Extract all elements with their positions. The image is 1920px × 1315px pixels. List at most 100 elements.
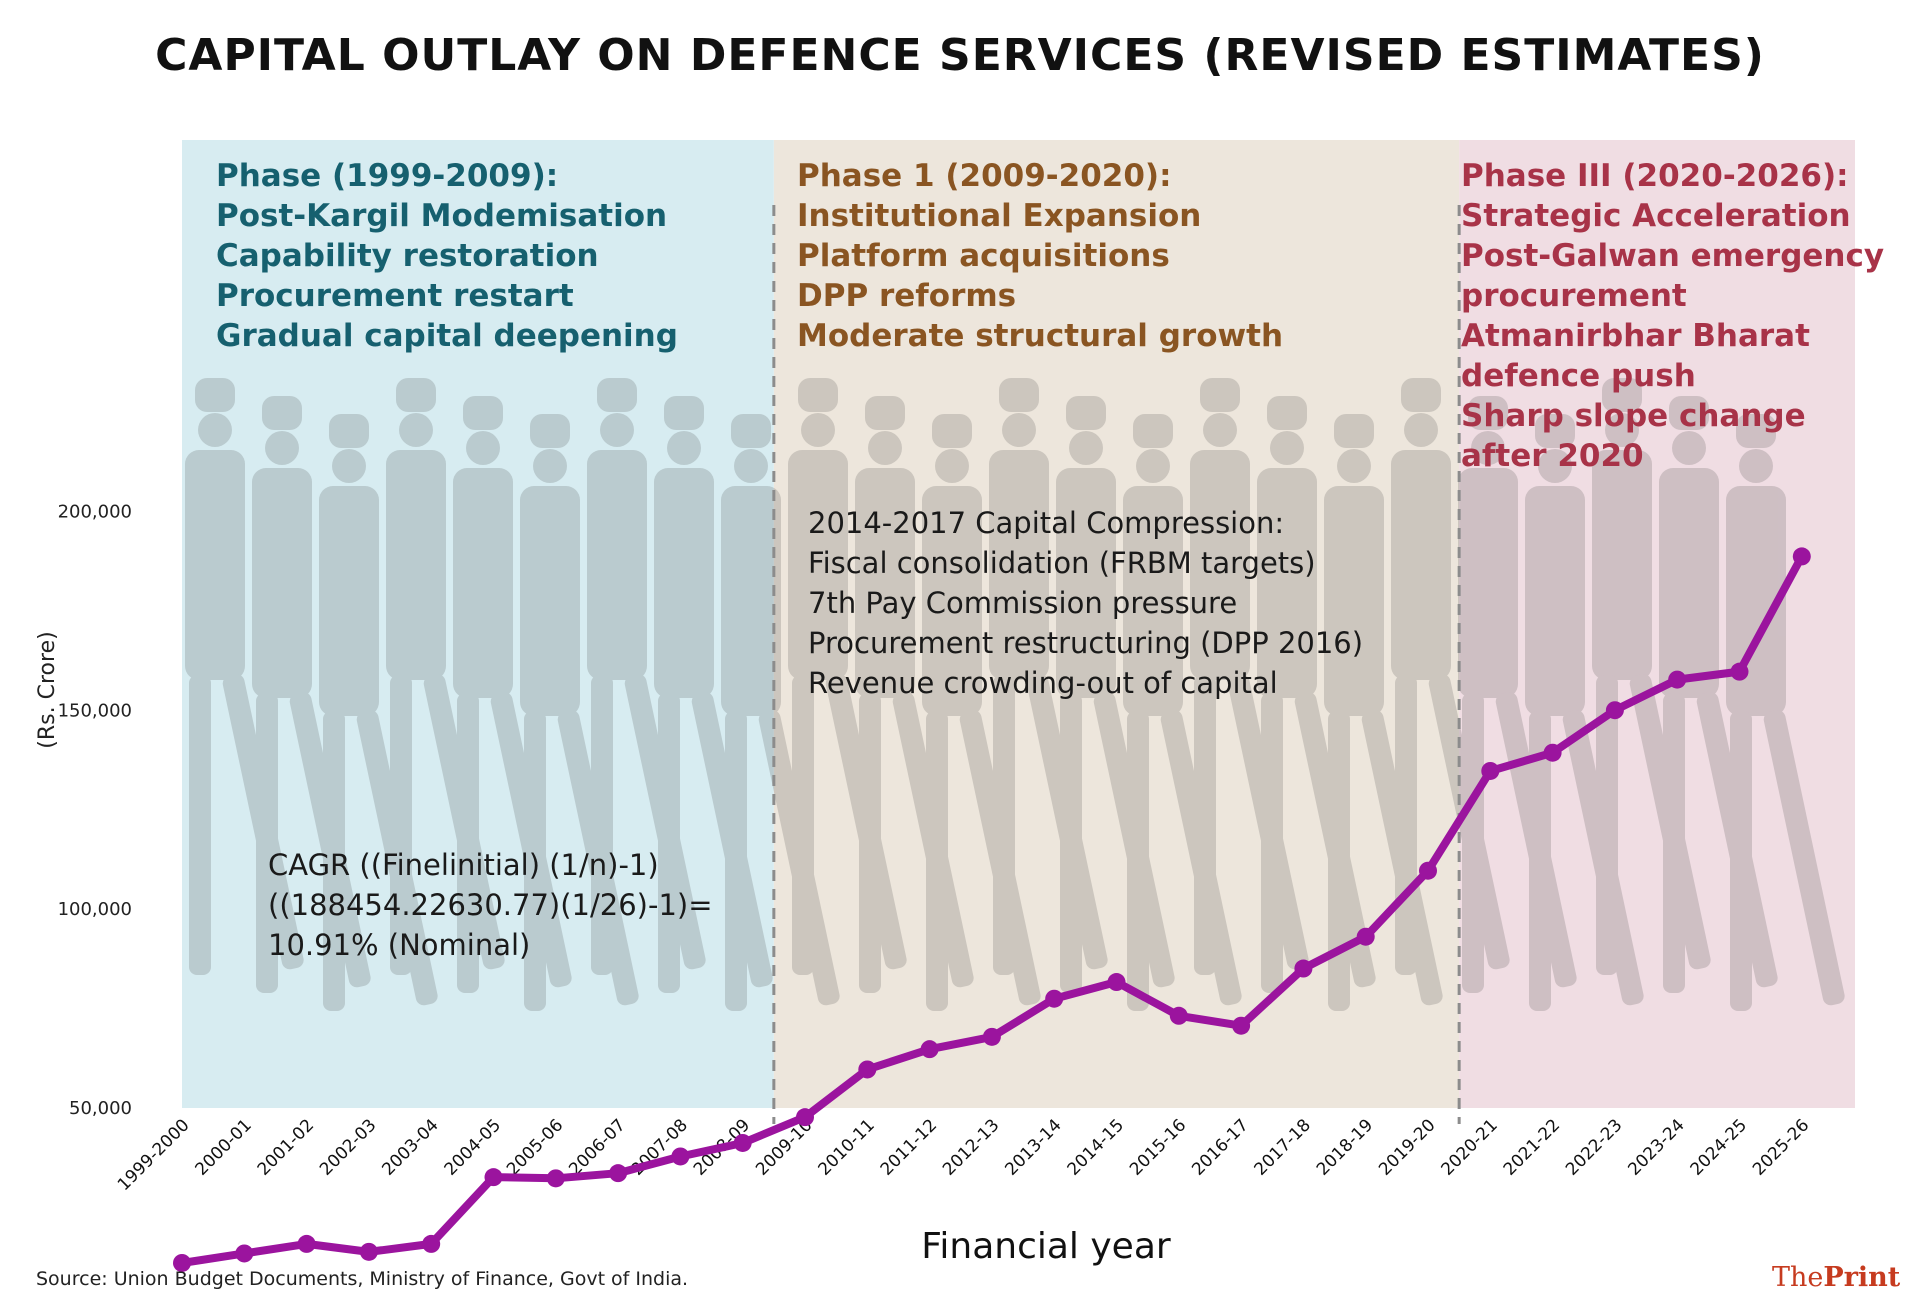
soldier-turban [999,378,1039,412]
data-point [982,1027,1001,1046]
soldier-leg [1361,710,1443,1006]
phase-line: Post-Kargil Modemisation [216,198,668,234]
soldier-torso [1190,450,1250,680]
data-point [733,1133,752,1152]
phase-1-notes: Phase (1999-2009): Post-Kargil Modemisat… [216,156,678,356]
phase-line: defence push [1461,358,1696,394]
soldier-head [265,431,299,465]
x-tick-label: 2013-14 [1001,1115,1065,1179]
x-tick-label: 2020-21 [1437,1115,1501,1179]
data-point [1169,1006,1188,1025]
soldier-turban [1200,378,1240,412]
soldier-leg [1026,674,1108,970]
soldier-turban [1468,396,1508,430]
phase-line: Platform acquisitions [797,238,1170,274]
soldier-silhouette [386,378,505,975]
x-tick-label: 2024-25 [1687,1115,1751,1179]
y-tick-label: 50,000 [69,1098,132,1119]
x-tick-label: 1999-2000 [114,1115,194,1195]
data-point [1792,547,1811,566]
soldier-leg [1194,675,1216,975]
soldier-leg [524,711,546,1011]
soldier-torso [1324,486,1384,716]
soldier-leg [1730,711,1752,1011]
x-tick-label: 2021-22 [1500,1115,1564,1179]
soldier-head [1270,431,1304,465]
soldier-head [868,431,902,465]
soldier-head [533,449,567,483]
soldier-head [935,449,969,483]
soldier-torso [185,450,245,680]
x-tick-label: 2016-17 [1188,1115,1252,1179]
soldier-silhouette [453,396,572,993]
phase-line: after 2020 [1461,438,1644,474]
data-point [1294,959,1313,978]
x-tick-label: 2011-12 [877,1115,941,1179]
data-point [1045,989,1064,1008]
soldier-turban [463,396,503,430]
soldier-silhouette [319,414,438,1011]
soldier-leg [1763,710,1845,1006]
y-axis-label: (Rs. Crore) [35,631,60,748]
x-tick-label: 2025-26 [1749,1115,1813,1179]
x-tick-label: 2001-02 [254,1115,318,1179]
soldier-head [600,413,634,447]
soldier-silhouette [922,414,1041,1011]
soldier-torso [1123,486,1183,716]
x-tick-label: 2003-04 [378,1115,442,1179]
soldier-leg [1127,711,1149,1011]
soldier-turban [1401,378,1441,412]
soldier-silhouette [1190,378,1309,975]
soldier-leg [189,675,211,975]
soldier-leg [658,693,680,993]
phase-line: Atmanirbhar Bharat [1461,318,1810,354]
data-point [1232,1016,1251,1035]
annotation-line: Procurement restructuring (DPP 2016) [808,626,1364,660]
data-point [1107,973,1126,992]
soldier-head [801,413,835,447]
soldier-leg [390,675,412,975]
soldier-torso [1257,468,1317,698]
phase-heading: Phase 1 (2009-2020): [797,158,1172,194]
soldier-turban [1602,378,1642,412]
x-tick-label: 2010-11 [814,1115,878,1179]
soldier-turban [530,414,570,448]
data-point [359,1242,378,1261]
phase-line: Gradual capital deepening [216,318,678,354]
soldier-silhouette [1056,396,1175,993]
soldier-head [1069,431,1103,465]
soldier-turban [731,414,771,448]
series-line [173,547,1811,1272]
soldier-torso [520,486,580,716]
soldier-silhouette [1123,414,1242,1011]
soldier-leg [792,675,814,975]
soldier-turban [262,396,302,430]
x-axis: 1999-20002000-012001-022002-032003-04200… [114,1115,1813,1195]
soldier-head [1002,413,1036,447]
soldier-torso [1726,486,1786,716]
annotation-line: 2014-2017 Capital Compression: [808,506,1285,540]
soldier-silhouette [1659,396,1778,993]
x-tick-label: 2014-15 [1064,1115,1128,1179]
soldier-leg [356,710,438,1006]
soldier-leg [1629,674,1711,970]
soldier-head [1739,449,1773,483]
soldier-leg [457,693,479,993]
data-point [1419,861,1437,880]
phase-bands [182,140,1855,1108]
data-point [609,1164,628,1183]
soldier-silhouette [1525,414,1644,1011]
soldier-leg [289,692,371,988]
soldier-leg [993,675,1015,975]
soldier-torso [1458,468,1518,698]
soldier-head [1404,413,1438,447]
soldier-torso [587,450,647,680]
soldier-torso [252,468,312,698]
data-point [1481,761,1500,780]
y-tick-label: 150,000 [58,700,132,721]
annotation-line: Fiscal consolidation (FRBM targets) [808,546,1316,580]
phase-band-3 [1459,140,1855,1108]
phase-heading: Phase III (2020-2026): [1461,158,1849,194]
soldier-leg [1596,675,1618,975]
soldier-head [734,449,768,483]
